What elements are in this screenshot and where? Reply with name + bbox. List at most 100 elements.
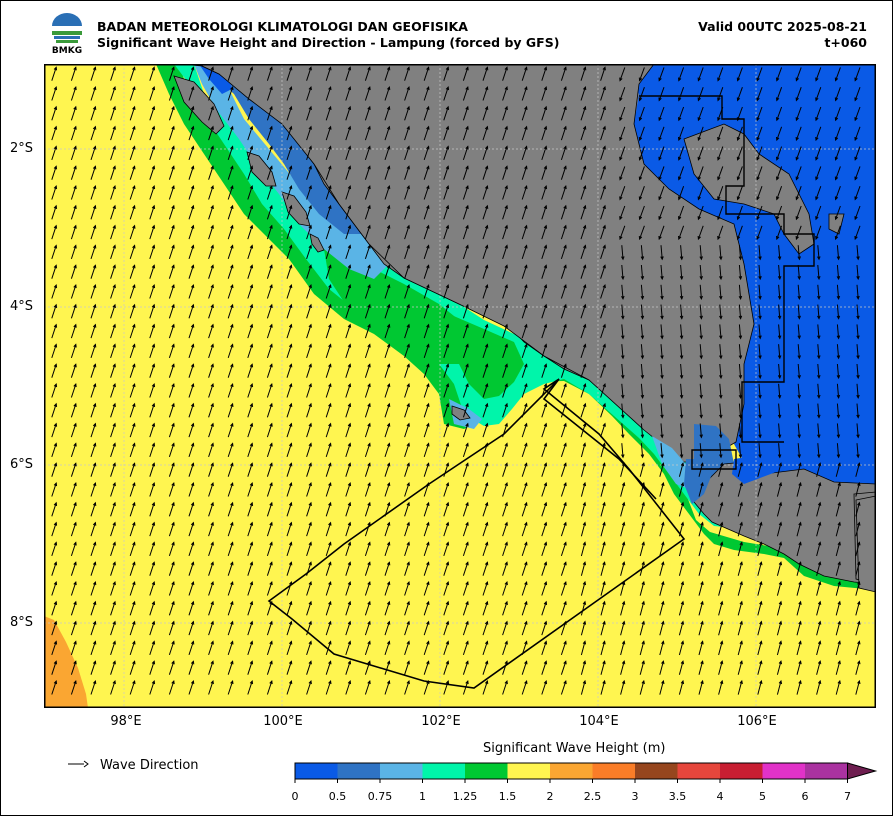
- wave-arrow: [462, 67, 469, 81]
- wave-arrow-head: [210, 482, 214, 487]
- wave-arrow: [600, 482, 606, 497]
- wave-arrow: [247, 185, 253, 200]
- wave-arrow: [658, 87, 665, 101]
- wave-arrow: [345, 581, 351, 596]
- wave-arrow-head: [504, 640, 508, 645]
- wave-arrow: [678, 502, 684, 517]
- wave-arrow-head: [524, 165, 528, 170]
- wave-arrow-head: [367, 145, 371, 150]
- wave-arrow-head: [836, 295, 841, 300]
- wave-arrow: [404, 383, 410, 398]
- wave-arrow: [90, 621, 96, 636]
- wave-arrow: [815, 205, 822, 220]
- wave-arrow-head: [797, 315, 801, 320]
- wave-arrow: [678, 581, 684, 596]
- wave-arrow: [364, 542, 371, 557]
- wave-arrow-head: [679, 276, 684, 281]
- wave-zone-0-0.5m-east: [614, 64, 876, 484]
- wave-arrow: [482, 265, 488, 279]
- wave-arrow: [188, 581, 194, 596]
- wave-arrow-head: [700, 521, 704, 526]
- wave-arrow-head: [367, 501, 371, 506]
- wave-arrow-head: [777, 256, 782, 261]
- wave-arrow: [110, 265, 116, 279]
- wave-arrow: [149, 641, 155, 656]
- wave-arrow-head: [817, 620, 822, 625]
- wave-arrow: [658, 186, 665, 200]
- wave-arrow-head: [445, 125, 450, 130]
- wave-arrow-head: [719, 355, 723, 360]
- wave-arrow-head: [190, 680, 195, 685]
- wave-arrow-head: [543, 442, 548, 447]
- wave-arrow: [482, 245, 488, 260]
- wave-arrow: [423, 542, 430, 557]
- wave-arrow: [482, 67, 488, 81]
- wave-arrow: [70, 205, 77, 220]
- wave-arrow: [737, 482, 743, 497]
- wave-arrow-head: [249, 224, 254, 229]
- wave-arrow-head: [660, 414, 664, 419]
- wave-arrow: [658, 146, 665, 160]
- wave-arrow-head: [582, 640, 587, 645]
- wave-arrow-head: [817, 335, 821, 340]
- wave-arrow-head: [582, 442, 587, 447]
- wave-arrow: [208, 641, 214, 656]
- wave-arrow-head: [445, 422, 450, 427]
- wave-arrow-head: [465, 303, 469, 308]
- wave-arrow: [678, 621, 684, 636]
- wave-arrow-head: [778, 660, 783, 665]
- wave-arrow: [325, 146, 332, 161]
- wave-arrow: [580, 403, 586, 418]
- wave-arrow-head: [328, 264, 332, 269]
- wave-arrow-head: [719, 541, 724, 546]
- wave-arrow-head: [719, 454, 723, 459]
- wave-arrow-head: [661, 620, 665, 625]
- wave-arrow: [227, 522, 234, 537]
- wave-arrow: [462, 166, 469, 180]
- wave-arrow: [541, 166, 547, 180]
- wave-arrow-head: [504, 125, 508, 130]
- wave-arrow-head: [445, 521, 450, 526]
- wave-arrow-head: [504, 680, 508, 685]
- wave-arrow-head: [700, 501, 704, 506]
- wave-arrow: [51, 67, 57, 81]
- wave-arrow: [541, 680, 547, 695]
- wave-arrow-head: [815, 77, 819, 82]
- wave-arrow-head: [426, 86, 430, 91]
- wave-arrow: [443, 344, 449, 359]
- wave-arrow-head: [269, 323, 273, 328]
- wave-arrow: [619, 166, 626, 180]
- wave-arrow: [325, 67, 332, 81]
- wave-arrow-head: [602, 323, 606, 328]
- wave-arrow-head: [563, 600, 567, 605]
- wave-arrow-head: [288, 185, 293, 190]
- wave-arrow-head: [210, 66, 214, 71]
- wave-arrow: [168, 185, 175, 200]
- wave-arrow: [404, 463, 410, 477]
- wave-arrow: [835, 205, 841, 220]
- wave-arrow-head: [445, 165, 450, 170]
- wave-arrow: [758, 344, 761, 359]
- wave-arrow: [541, 265, 547, 279]
- wave-arrow-head: [367, 244, 371, 249]
- wave-arrow-head: [484, 224, 489, 229]
- wave-arrow: [680, 324, 683, 339]
- wave-arrow: [816, 522, 821, 537]
- wave-arrow-head: [777, 414, 782, 419]
- wave-arrow: [423, 522, 430, 537]
- wave-arrow: [404, 403, 410, 418]
- wave-arrow: [384, 67, 390, 81]
- wave-arrow-head: [230, 581, 234, 586]
- wave-arrow: [737, 67, 743, 81]
- wave-arrow-head: [92, 204, 97, 209]
- wave-arrow-head: [249, 660, 254, 665]
- wave-arrow-head: [837, 620, 841, 625]
- wave-arrow-head: [582, 224, 587, 229]
- wave-arrow-head: [856, 375, 860, 380]
- wave-arrow: [854, 225, 861, 240]
- wave-arrow: [266, 146, 273, 161]
- wave-arrow-head: [524, 86, 528, 91]
- wave-arrow: [266, 522, 273, 537]
- wave-arrow-head: [132, 501, 136, 506]
- wave-arrow-head: [269, 244, 273, 249]
